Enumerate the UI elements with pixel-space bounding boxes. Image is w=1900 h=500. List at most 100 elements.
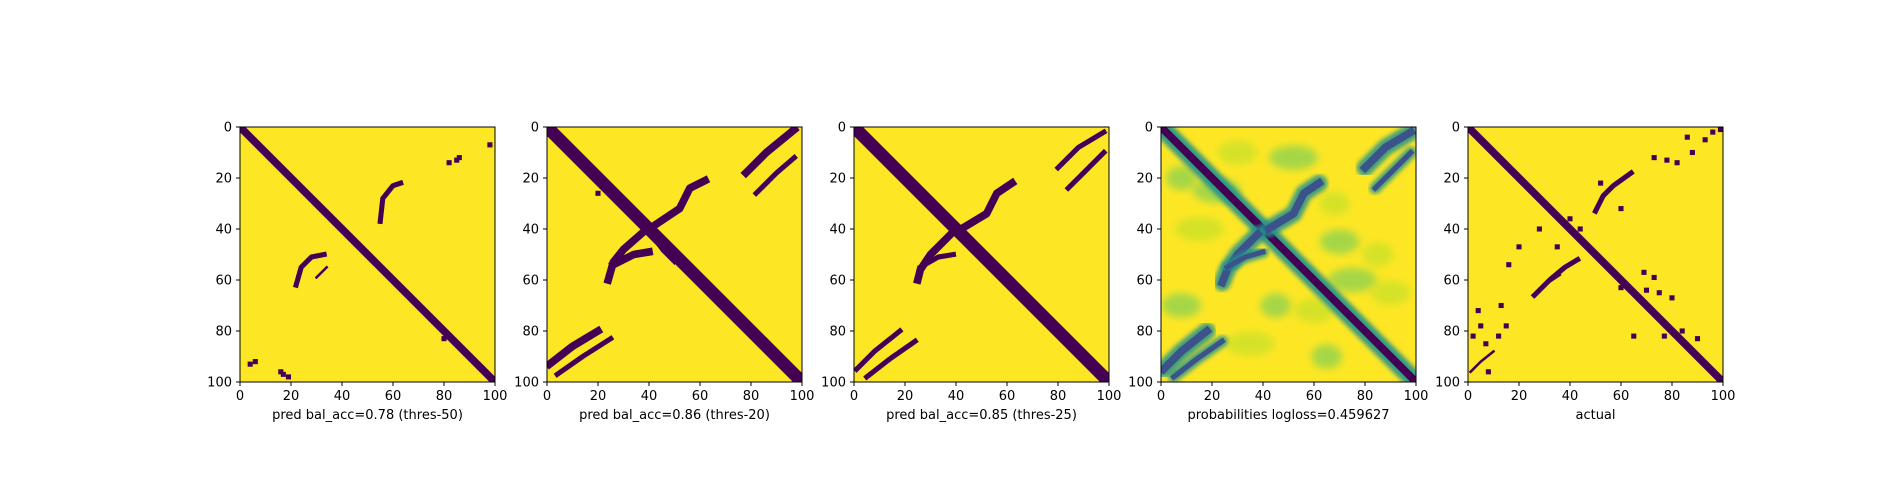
contact-blob: [595, 190, 601, 196]
contact-arc: [916, 251, 957, 271]
contact-blob: [1717, 127, 1723, 133]
probability-blob: [1294, 298, 1334, 323]
y-tick-label: 80: [1443, 325, 1460, 340]
contact-blob: [446, 333, 452, 339]
contact-blob: [487, 142, 493, 148]
x-tick-label: 100: [790, 389, 815, 404]
y-tick-label: 100: [514, 376, 539, 391]
contact-arc: [1054, 128, 1108, 172]
panel-title: pred bal_acc=0.78 (thres-50): [272, 408, 463, 423]
probability-blob: [1327, 267, 1377, 293]
y-tick-label: 20: [522, 172, 539, 187]
x-tick-label: 60: [1613, 389, 1630, 404]
probability-blob: [1269, 145, 1319, 170]
x-tick-label: 0: [1464, 389, 1472, 404]
tick-group: 0 20 40 60 80 100 0 20 40 60 80 100: [1128, 121, 1428, 405]
x-tick-label: 80: [1664, 389, 1681, 404]
contact-blob: [1631, 333, 1637, 339]
contact-blob: [1669, 295, 1675, 301]
panel-title: pred bal_acc=0.85 (thres-25): [886, 408, 1077, 423]
y-tick-label: 60: [829, 274, 846, 289]
contact-blob: [1664, 157, 1670, 163]
contact-blob: [1661, 333, 1667, 339]
contact-blob: [1506, 262, 1512, 268]
x-tick-label: 60: [1306, 389, 1323, 404]
y-tick-label: 40: [829, 223, 846, 238]
y-tick-label: 60: [522, 274, 539, 289]
panel-title: probabilities logloss=0.459627: [1187, 408, 1389, 423]
contact-blob: [1684, 134, 1690, 140]
contact-arc: [1170, 337, 1226, 381]
contact-blob: [1567, 216, 1573, 222]
contact-blob: [745, 328, 751, 334]
diagonal-band: [240, 127, 495, 382]
tick-group: 0 20 40 60 80 100 0 20 40 60 80 100: [821, 121, 1121, 405]
contact-blob: [1503, 323, 1509, 329]
contact-blob: [1004, 277, 1010, 283]
contact-arc: [553, 335, 615, 378]
x-tick-label: 20: [1204, 389, 1221, 404]
y-tick-label: 80: [215, 325, 232, 340]
contact-arc: [1262, 177, 1325, 235]
panel-title: actual: [1575, 408, 1615, 423]
y-tick-label: 0: [224, 121, 232, 136]
y-tick-label: 80: [522, 325, 539, 340]
probability-blob: [1311, 344, 1343, 369]
x-tick-label: 20: [1511, 389, 1528, 404]
tick-group: 0 20 40 60 80 100 0 20 40 60 80 100: [514, 121, 814, 405]
heatmap-content: [854, 127, 1109, 382]
x-tick-label: 0: [1157, 389, 1165, 404]
heatmap-content: [1161, 127, 1416, 382]
y-tick-label: 60: [1443, 274, 1460, 289]
contact-blob: [1694, 336, 1701, 342]
heatmap-content: [1468, 127, 1723, 382]
axes-frame: [239, 126, 496, 383]
y-tick-label: 0: [531, 121, 539, 136]
y-tick-label: 100: [821, 376, 846, 391]
y-tick-label: 100: [1435, 376, 1460, 391]
x-tick-label: 40: [334, 389, 351, 404]
contact-blob: [1496, 333, 1502, 339]
contact-arc: [603, 226, 650, 285]
contact-arc: [1468, 349, 1496, 374]
y-tick-label: 20: [1136, 172, 1153, 187]
contact-blob: [1618, 206, 1624, 212]
axes-frame: [1160, 126, 1417, 383]
y-tick-label: 20: [215, 172, 232, 187]
x-tick-label: 0: [543, 389, 551, 404]
x-tick-label: 20: [283, 389, 300, 404]
contact-blob: [1470, 333, 1476, 339]
contact-arc: [643, 223, 680, 266]
panel-1: 0 20 40 60 80 100 0 20 40 60 80 100 pred bal_acc=0.…: [207, 121, 507, 424]
contact-blob: [1598, 180, 1604, 186]
contact-blob: [1689, 149, 1695, 156]
y-tick-label: 0: [1452, 121, 1460, 136]
contact-arc: [740, 127, 800, 179]
x-tick-label: 80: [436, 389, 453, 404]
x-tick-label: 100: [1097, 389, 1122, 404]
contact-blob: [456, 155, 462, 161]
contact-arc: [292, 251, 328, 289]
probability-blob: [1362, 242, 1394, 267]
y-tick-label: 40: [1136, 223, 1153, 238]
probability-blob: [1225, 331, 1275, 356]
y-tick-label: 20: [1443, 172, 1460, 187]
contact-arc: [1592, 169, 1635, 215]
contact-arc: [1161, 325, 1213, 375]
x-tick-label: 80: [1357, 389, 1374, 404]
y-tick-label: 40: [522, 223, 539, 238]
y-tick-label: 0: [1145, 121, 1153, 136]
contact-arc: [1359, 127, 1416, 174]
tick-group: 0 20 40 60 80 100 0 20 40 60 80 100: [1435, 121, 1735, 405]
contact-blob: [1516, 244, 1522, 250]
y-tick-label: 60: [1136, 274, 1153, 289]
y-tick-label: 0: [838, 121, 846, 136]
contact-arc: [1064, 148, 1108, 192]
x-tick-label: 40: [1255, 389, 1272, 404]
contact-blob: [1651, 155, 1657, 161]
x-tick-label: 0: [850, 389, 858, 404]
heatmap-content: [240, 127, 495, 382]
contact-blob: [1679, 328, 1685, 334]
diagonal-band: [1468, 127, 1723, 382]
